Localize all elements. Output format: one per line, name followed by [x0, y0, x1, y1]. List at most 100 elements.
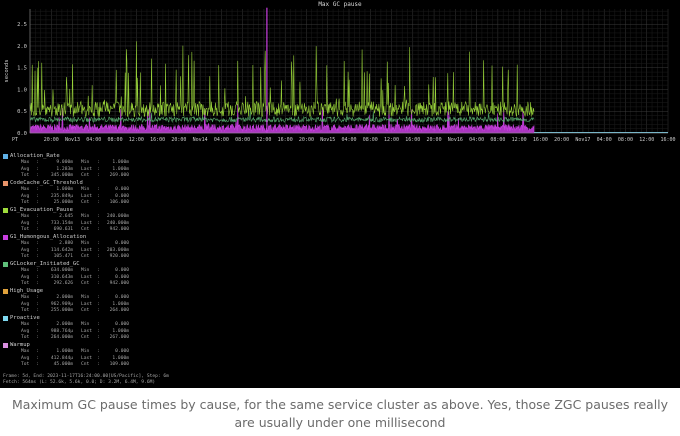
legend-label: High_Usage	[10, 288, 44, 294]
legend-stat-cell: :	[97, 355, 100, 361]
legend-stat-cell: Tot	[21, 281, 30, 286]
legend-stat-cell: :	[36, 173, 39, 178]
legend-stat-cell: 634.000m	[50, 268, 73, 273]
legend-stat-cell: 240.000m	[106, 214, 129, 219]
legend-stat-cell: 1.000m	[56, 349, 73, 354]
legend-stat-cell: Min	[81, 349, 90, 354]
legend-series-name: Warmup	[3, 342, 303, 349]
legend-stat-cell: Avg	[21, 328, 30, 334]
legend-stat-cell: 0.000	[115, 193, 129, 199]
legend-stat-cell: 0.000	[115, 295, 129, 300]
x-tick-label: 04:00	[469, 137, 484, 143]
legend-stat-cell: Max	[21, 187, 30, 192]
legend-stat-cell: 105.471	[53, 254, 73, 259]
legend-stat-cell: Min	[81, 268, 90, 273]
legend-stat-cell: :	[97, 254, 100, 259]
x-tick-label: 08:00	[108, 137, 123, 143]
y-tick-label: 0.0	[17, 131, 27, 137]
graph-panel: Max GC pause 0.0 0.5 1.0 1.5 2.0 2.5 seconds PT…	[0, 0, 680, 388]
legend-stat-cell: :	[36, 335, 39, 340]
legend-stat-cell: :	[36, 328, 39, 334]
legend-stat-cell: Cnt	[81, 362, 90, 367]
legend-stat-cell: Last	[81, 193, 93, 199]
x-tick-label: 16:00	[405, 137, 420, 143]
legend-stat-row: Tot: 45.000m Cnt: 109.000	[3, 362, 303, 369]
legend-stat-row: Max: 2.000m Min: 0.000	[3, 295, 303, 302]
y-axis-label: seconds	[4, 59, 10, 82]
legend-stat-cell: 942.000	[109, 227, 129, 232]
legend-stat-cell: :	[97, 214, 100, 219]
x-tick-label: 16:00	[533, 137, 548, 143]
legend-stat-cell: Last	[81, 274, 93, 280]
legend-entry-g1-evacuation-pause: G1_Evacuation_Pause Max:2.645 Min:240.000m…	[3, 207, 303, 234]
legend-stat-cell: :	[97, 200, 100, 205]
legend-stat-cell: :	[97, 349, 100, 354]
y-tick-label: 0.5	[17, 109, 27, 115]
series-g1-humongous-allocation	[29, 104, 535, 134]
legend-entry-allocation-rate: Allocation_Rate Max: 9.000m Min: 1.000m Avg: 1…	[3, 153, 303, 180]
legend-stat-cell: Tot	[21, 308, 30, 313]
legend-stat-cell: Last	[81, 301, 93, 307]
legend-stat-cell: Avg	[21, 193, 30, 199]
legend-stat-cell: :	[36, 166, 39, 172]
legend-stat-cell: :	[36, 254, 39, 259]
legend-stat-cell: :	[36, 160, 39, 165]
legend-stat-cell: 2.645	[59, 214, 73, 219]
legend-stat-cell: :	[97, 247, 100, 253]
legend-stat-row: Avg:733.154m Last:240.000m	[3, 221, 303, 228]
legend-swatch	[3, 262, 8, 267]
legend-stat-cell: Max	[21, 241, 30, 246]
x-tick-label: 20:00	[554, 137, 569, 143]
legend-stat-row: Tot: 105.471 Cnt: 920.000	[3, 254, 303, 261]
legend-stat-row: Avg: 962.909µ Last: 1.000m	[3, 302, 303, 309]
legend-stat-cell: Tot	[21, 362, 30, 367]
legend-stat-cell: 45.000m	[53, 362, 73, 367]
y-tick-label: 2.0	[17, 44, 27, 50]
legend-series-name: Proactive	[3, 315, 303, 322]
legend-stat-cell: :	[36, 200, 39, 205]
legend-stat-cell: :	[36, 214, 39, 219]
x-tick-label: 20:00	[44, 137, 59, 143]
legend-stat-row: Tot: 345.000m Cnt: 269.000	[3, 173, 303, 180]
legend-stat-cell: Min	[81, 160, 90, 165]
legend-stat-row: Max: 1.000m Min: 0.000	[3, 187, 303, 194]
legend-stat-cell: :	[36, 301, 39, 307]
x-tick-label: 04:00	[597, 137, 612, 143]
legend-stat-cell: 269.000	[109, 173, 129, 178]
legend-swatch	[3, 181, 8, 186]
legend-stat-cell: 1.000m	[112, 355, 129, 361]
legend-stat-cell: Avg	[21, 274, 30, 280]
legend-label: Allocation_Rate	[10, 153, 60, 159]
x-tick-label: 16:00	[150, 137, 165, 143]
legend-stat-cell: Max	[21, 349, 30, 354]
legend-stat-cell: Last	[81, 355, 93, 361]
legend-stat-row: Avg:114.642m Last:203.000m	[3, 248, 303, 255]
series-gclocker-initiated-gc	[29, 110, 535, 124]
x-tick-label: 12:00	[639, 137, 654, 143]
legend-entry-high-usage: High_Usage Max: 2.000m Min: 0.000 Avg: 962.909…	[3, 288, 303, 315]
legend-stat-cell: Avg	[21, 247, 30, 253]
legend-stat-row: Avg: 1.283m Last: 1.000m	[3, 167, 303, 174]
legend-entry-proactive: Proactive Max: 2.000m Min: 0.000 Avg: 988.764µ…	[3, 315, 303, 342]
legend-stat-cell: 9.000m	[56, 160, 73, 165]
x-tick-label: 16:00	[278, 137, 293, 143]
legend-stat-cell: Cnt	[81, 254, 90, 259]
series-g1-evacuation-pause	[29, 41, 535, 118]
legend-stat-cell: :	[36, 281, 39, 286]
legend-stat-cell: Max	[21, 295, 30, 300]
legend-stat-row: Avg: 988.764µ Last: 1.000m	[3, 329, 303, 336]
legend-stat-cell: 0.000	[115, 322, 129, 327]
legend-stat-cell: 1.283m	[56, 166, 73, 172]
legend-stat-cell: 962.909µ	[50, 301, 73, 307]
legend-stat-cell: :	[97, 308, 100, 313]
legend-stat-cell: :	[36, 247, 39, 253]
legend-stat-cell: Max	[21, 322, 30, 327]
legend-stat-cell: :	[97, 241, 100, 246]
legend-stat-cell: :	[36, 295, 39, 300]
x-tick-label: Nov14	[193, 137, 208, 143]
legend-stat-cell: 988.764µ	[50, 328, 73, 334]
legend-entry-codecache-gc-threshold: CodeCache_GC_Threshold Max: 1.000m Min: 0.00…	[3, 180, 303, 207]
legend-stat-cell: :	[36, 349, 39, 354]
x-tick-label: 04:00	[341, 137, 356, 143]
legend-stat-cell: 109.000	[109, 362, 129, 367]
